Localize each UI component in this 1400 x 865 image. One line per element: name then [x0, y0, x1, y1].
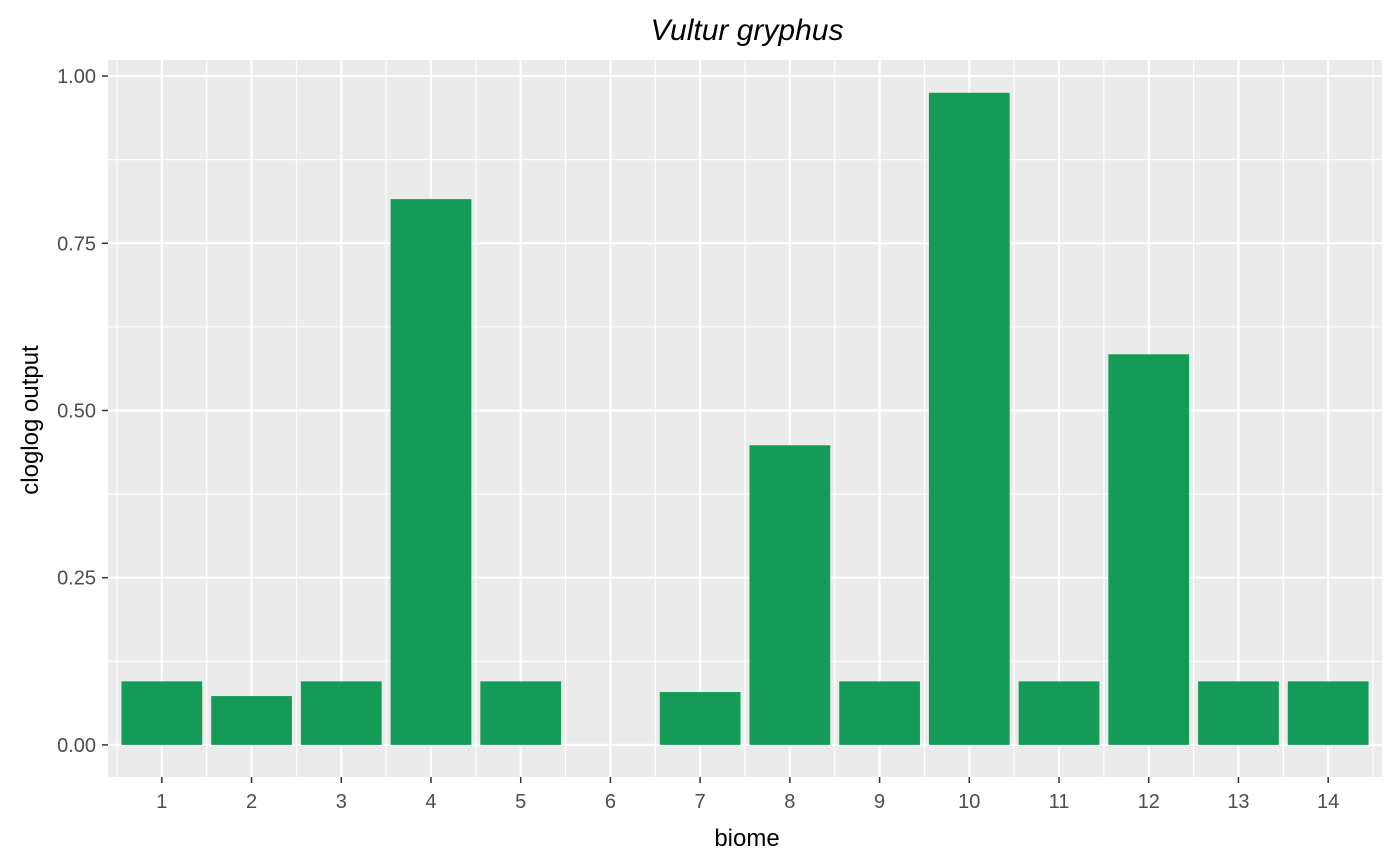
x-tick-label: 6: [605, 791, 616, 813]
x-tick-label: 3: [336, 791, 347, 813]
x-tick-label: 14: [1317, 791, 1339, 813]
x-tick-label: 7: [695, 791, 706, 813]
x-tick-label: 11: [1049, 791, 1070, 813]
bar-5: [480, 681, 562, 745]
bar-3: [300, 681, 382, 745]
bar-9: [839, 681, 920, 745]
x-axis-title: biome: [714, 825, 779, 852]
bar-7: [659, 692, 741, 745]
bar-13: [1198, 681, 1279, 745]
x-tick-label: 8: [784, 791, 795, 813]
y-tick-label: 0.50: [57, 400, 96, 422]
bar-12: [1108, 354, 1190, 745]
bar-4: [390, 199, 472, 745]
bar-2: [211, 696, 292, 745]
bars: [121, 92, 1369, 745]
x-tick-label: 4: [425, 791, 436, 813]
chart-title: Vultur gryphus: [651, 14, 844, 47]
bar-1: [121, 681, 203, 745]
x-tick-label: 5: [515, 791, 526, 813]
y-tick-label: 0.25: [57, 568, 96, 590]
x-tick-label: 13: [1227, 791, 1249, 813]
x-tick-label: 2: [246, 791, 257, 813]
bar-11: [1018, 681, 1100, 745]
x-axis: 1 2 3 4 5 6 7 8 9 10 11 12 13 14: [156, 777, 1339, 813]
x-tick-label: 10: [958, 791, 980, 813]
x-tick-label: 12: [1138, 791, 1160, 813]
x-tick-label: 9: [874, 791, 885, 813]
bar-8: [749, 445, 831, 745]
bar-10: [928, 92, 1010, 745]
bar-14: [1287, 681, 1369, 745]
y-tick-label: 0.75: [57, 233, 96, 255]
x-tick-label: 1: [156, 791, 167, 813]
y-axis-title: cloglog output: [17, 345, 44, 495]
y-tick-label: 0.00: [57, 735, 96, 757]
grid-minor: [108, 60, 1382, 777]
y-axis: 0.00 0.25 0.50 0.75 1.00: [57, 66, 108, 757]
y-tick-label: 1.00: [57, 66, 96, 88]
